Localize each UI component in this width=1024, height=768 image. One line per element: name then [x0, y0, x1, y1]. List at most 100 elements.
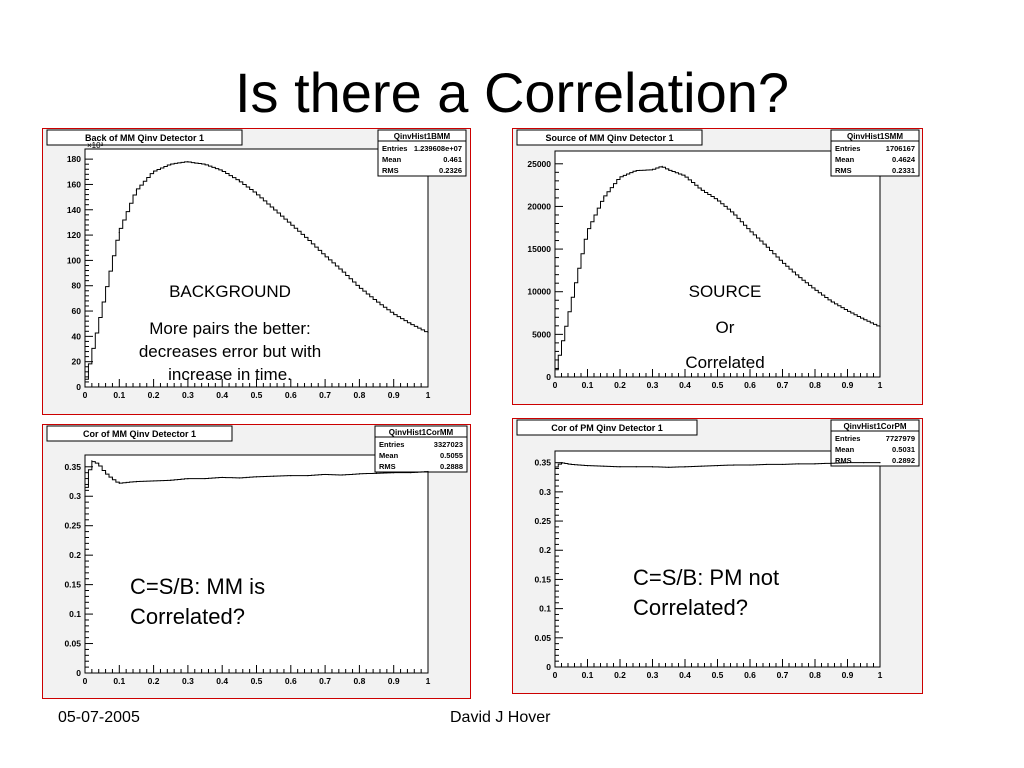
data-point [341, 474, 343, 476]
plot-frame [84, 454, 429, 674]
data-point [358, 473, 360, 475]
chart-title-box [516, 419, 698, 436]
data-point [749, 464, 751, 466]
data-point [104, 472, 107, 474]
y-tick-label: 0.35 [64, 462, 81, 472]
y-tick-label: 0.05 [64, 639, 81, 649]
data-point [324, 473, 326, 476]
data-point [324, 254, 326, 256]
x-tick-label: 0.3 [182, 676, 194, 686]
stats-key: RMS [835, 456, 852, 465]
y-tick-label: 0.15 [64, 580, 81, 590]
x-tick-label: 0.8 [353, 390, 365, 400]
data-point [814, 463, 816, 465]
stats-key: Entries [835, 144, 860, 153]
x-tick-label: 0.1 [113, 676, 125, 686]
data-point [410, 323, 412, 325]
data-point [427, 470, 429, 473]
data-point [781, 463, 784, 466]
chart-panel-cor-mm: Cor of MM Qinv Detector 1 QinvHist1CorMM E… [42, 424, 471, 699]
data-point [554, 467, 556, 470]
stats-box [374, 425, 468, 473]
x-tick-label: 0.6 [285, 676, 297, 686]
data-point [187, 477, 189, 480]
x-tick-label: 0.3 [647, 380, 659, 390]
y-tick-label: 5000 [532, 329, 551, 339]
x-tick-label: 0.5 [712, 670, 724, 680]
chart-panel-source: Source of MM Qinv Detector 1 QinvHist1SMM… [512, 128, 923, 405]
y-tick-label: 0.2 [69, 550, 81, 560]
data-point [830, 300, 832, 302]
data-point [560, 462, 563, 464]
x-tick-label: 0.2 [148, 390, 160, 400]
data-point [798, 463, 800, 465]
x-tick-label: 0.6 [744, 670, 756, 680]
data-point [118, 482, 120, 484]
y-tick-label: 0.3 [539, 487, 551, 497]
stats-value: 0.4624 [892, 155, 916, 164]
data-point [91, 460, 93, 462]
data-point [863, 318, 865, 320]
data-point [135, 480, 138, 483]
data-point [393, 312, 395, 315]
stats-value: 3327023 [434, 440, 463, 449]
y-tick-label: 0.1 [539, 604, 551, 614]
data-point [635, 170, 637, 172]
y-tick-label: 0.15 [534, 574, 551, 584]
data-point [554, 376, 556, 378]
stats-key: Mean [382, 155, 402, 164]
x-tick-label: 1 [426, 676, 431, 686]
stats-key: Mean [835, 445, 855, 454]
data-point [814, 288, 816, 290]
data-point [619, 176, 621, 179]
data-point [255, 476, 258, 478]
x-tick-label: 0 [83, 390, 88, 400]
chart-title: Cor of PM Qinv Detector 1 [551, 423, 663, 433]
x-tick-label: 0.1 [582, 380, 594, 390]
stats-name: QinvHist1CorPM [843, 422, 906, 431]
y-tick-label: 0.05 [534, 633, 551, 643]
data-point [700, 465, 702, 467]
source-histogram: Source of MM Qinv Detector 1 QinvHist1SMM… [516, 129, 920, 390]
background-note: More pairs the better: decreases error b… [138, 319, 322, 384]
x-tick-label: 0.5 [712, 380, 724, 390]
data-point [733, 212, 735, 214]
data-point [700, 188, 702, 190]
stats-name: QinvHist1BMM [394, 132, 451, 141]
data-point [221, 169, 223, 172]
histogram-series [84, 461, 428, 497]
x-tick-label: 0.7 [319, 390, 331, 400]
stats-key: Entries [379, 440, 404, 449]
x-tick-label: 0.1 [582, 670, 594, 680]
data-point [765, 463, 767, 466]
data-point [427, 331, 429, 334]
data-point [586, 464, 589, 467]
data-point [668, 466, 670, 468]
data-point [635, 466, 637, 468]
stats-key: Entries [835, 434, 860, 443]
stats-box [830, 419, 920, 467]
data-point [153, 480, 155, 482]
stats-key: RMS [379, 462, 396, 471]
chart-title: Cor of MM Qinv Detector 1 [83, 429, 196, 439]
x-tick-label: 0.4 [679, 380, 691, 390]
y-tick-label: 0.25 [534, 516, 551, 526]
stats-name: QinvHist1SMM [847, 132, 903, 141]
y-tick-label: 40 [72, 331, 82, 341]
x-tick-label: 0.6 [285, 390, 297, 400]
x-tick-label: 0.9 [388, 390, 400, 400]
x-tick-label: 0.7 [319, 676, 331, 686]
background-heading: BACKGROUND [169, 282, 291, 301]
footer-date: 05-07-2005 [58, 709, 140, 726]
data-point [830, 462, 832, 464]
data-point [716, 199, 719, 201]
data-point [170, 479, 172, 481]
x-tick-label: 0.6 [744, 380, 756, 390]
data-point [749, 229, 751, 231]
x-tick-label: 0.8 [809, 380, 821, 390]
data-point [307, 238, 309, 240]
data-point [135, 190, 138, 192]
x-tick-label: 0.5 [251, 390, 263, 400]
source-label-line2: Or [715, 318, 735, 337]
data-point [603, 197, 605, 199]
